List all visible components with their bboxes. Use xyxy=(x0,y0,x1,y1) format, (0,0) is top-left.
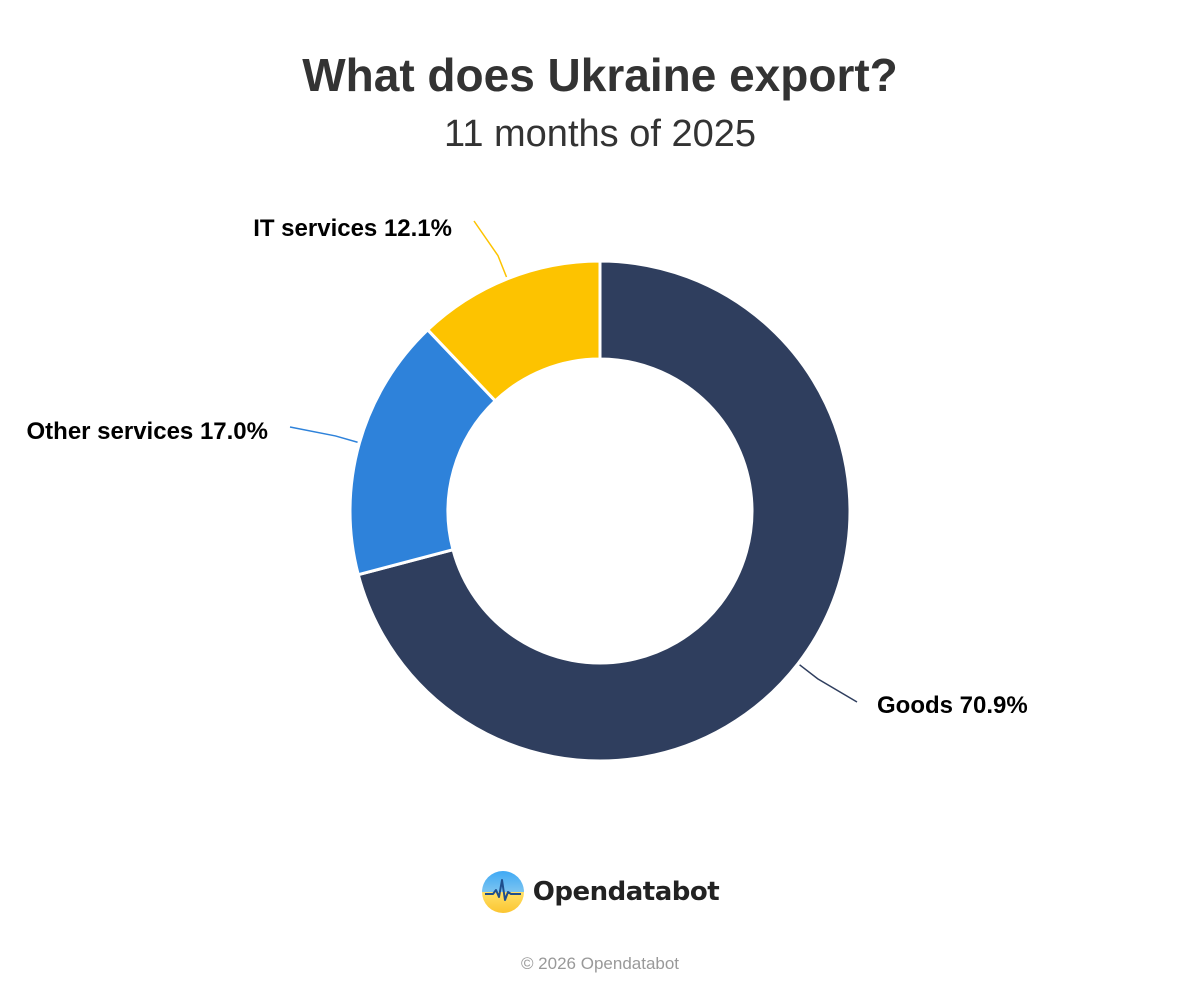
labels-layer: Goods 70.9% Other services 17.0% IT servic… xyxy=(27,215,1028,719)
brand-name: Opendatabot xyxy=(532,877,720,907)
chart-title: What does Ukraine export? xyxy=(302,49,898,101)
slice-label-it-services: IT services 12.1% xyxy=(253,215,452,242)
slice-it-services xyxy=(426,259,602,403)
brand: Opendatabot xyxy=(0,870,1200,914)
slice-goods xyxy=(356,259,852,763)
slice-other-services xyxy=(348,328,497,577)
slice-label-other-services: Other services 17.0% xyxy=(27,418,269,445)
leader-line-goods xyxy=(799,664,858,703)
leader-line-it-services xyxy=(473,220,508,278)
chart-subtitle: 11 months of 2025 xyxy=(444,113,756,155)
opendatabot-logo-icon xyxy=(481,871,524,913)
leader-line-other-services xyxy=(289,426,358,443)
slice-label-goods: Goods 70.9% xyxy=(877,692,1028,719)
slices-layer xyxy=(348,259,852,763)
copyright-text: © 2026 Opendatabot xyxy=(520,954,680,973)
